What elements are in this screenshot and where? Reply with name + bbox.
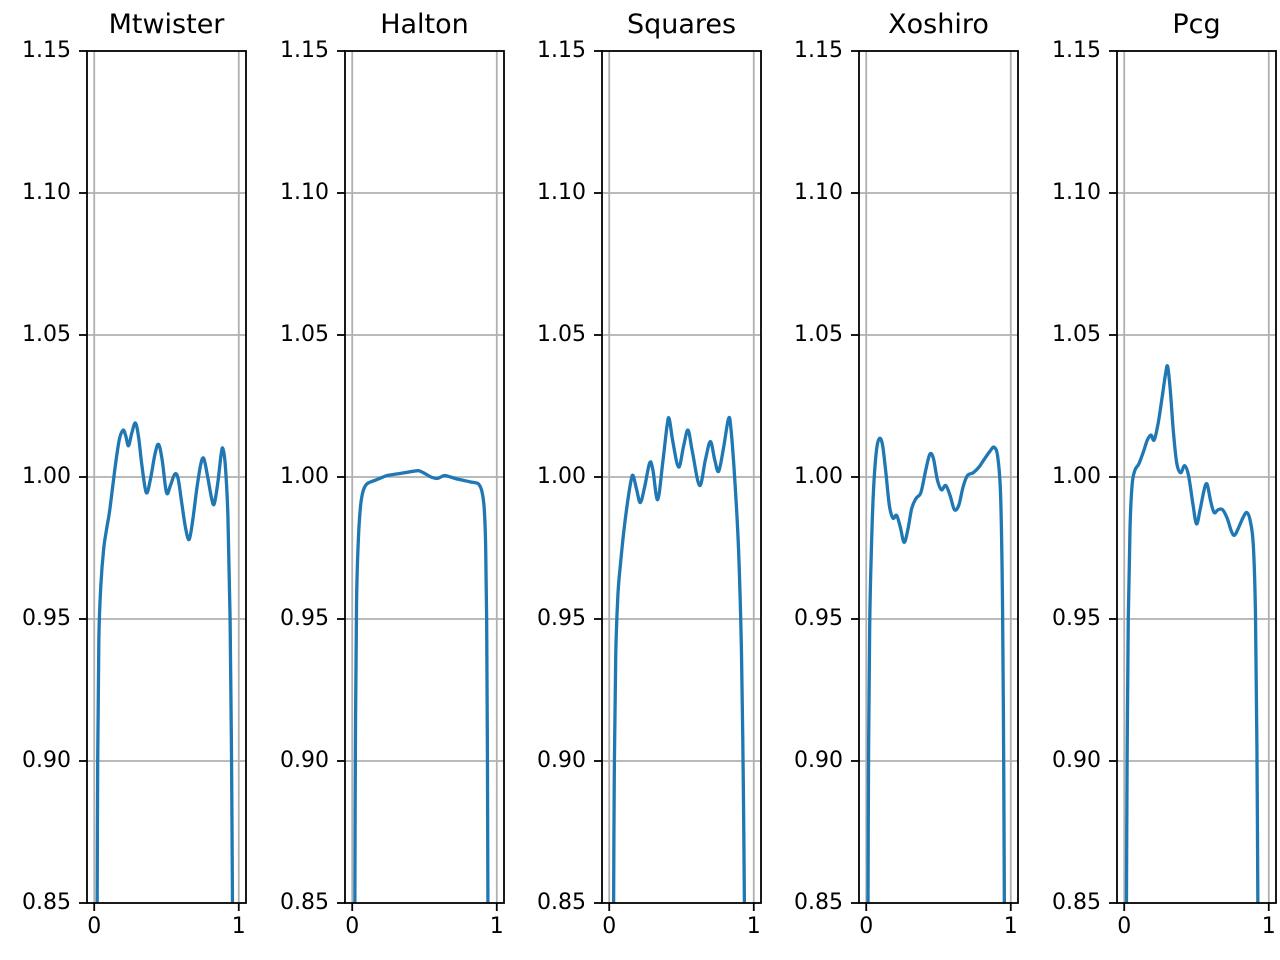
axes-halton: [337, 50, 505, 911]
y-axis-tick-label: 1.15: [537, 38, 586, 63]
x-axis-tick-label: 0: [1117, 914, 1132, 939]
y-axis-tick-label: 0.85: [794, 890, 843, 915]
y-axis-tick-label: 1.00: [794, 464, 843, 489]
y-axis-tick-label: 1.15: [794, 38, 843, 63]
subplot-title-pcg: Pcg: [1172, 9, 1221, 40]
subplot-title-mtwister: Mtwister: [108, 9, 225, 40]
density-curve-pcg: [1124, 364, 1260, 903]
y-axis-tick-label: 0.85: [22, 890, 71, 915]
y-axis-tick-label: 0.85: [537, 890, 586, 915]
y-axis-tick-label: 1.10: [794, 180, 843, 205]
y-axis-tick-label: 1.10: [1052, 180, 1101, 205]
y-axis-tick-label: 1.15: [1052, 38, 1101, 63]
x-axis-tick-label: 1: [489, 914, 504, 939]
x-axis-tick-label: 1: [746, 914, 761, 939]
y-axis-tick-label: 0.90: [1052, 748, 1101, 773]
y-axis-tick-label: 0.95: [537, 606, 586, 631]
axes-xoshiro: [851, 50, 1019, 911]
x-axis-tick-label: 0: [87, 914, 102, 939]
subplot-title-squares: Squares: [626, 9, 737, 40]
y-axis-tick-label: 0.95: [794, 606, 843, 631]
axes-pcg: [1109, 50, 1277, 911]
density-curve-halton: [353, 469, 490, 903]
y-axis-tick-label: 0.85: [1052, 890, 1101, 915]
y-axis-tick-label: 1.10: [537, 180, 586, 205]
subplot-title-halton: Halton: [380, 9, 469, 40]
y-axis-tick-label: 1.05: [280, 322, 329, 347]
subplot-title-xoshiro: Xoshiro: [888, 9, 989, 40]
axes-mtwister: [79, 50, 247, 911]
x-axis-tick-label: 0: [859, 914, 874, 939]
x-axis-tick-label: 1: [1261, 914, 1276, 939]
y-axis-tick-label: 0.90: [537, 748, 586, 773]
y-axis-tick-label: 0.95: [1052, 606, 1101, 631]
y-axis-tick-label: 0.90: [22, 748, 71, 773]
y-axis-tick-label: 1.15: [280, 38, 329, 63]
density-curve-xoshiro: [866, 436, 1006, 903]
y-axis-tick-label: 1.00: [22, 464, 71, 489]
y-axis-tick-label: 1.05: [1052, 322, 1101, 347]
x-axis-tick-label: 1: [231, 914, 246, 939]
y-axis-tick-label: 0.85: [280, 890, 329, 915]
y-axis-tick-label: 1.10: [280, 180, 329, 205]
x-axis-tick-label: 1: [1003, 914, 1018, 939]
x-axis-tick-label: 0: [602, 914, 617, 939]
density-curve-mtwister: [95, 421, 235, 903]
y-axis-tick-label: 0.90: [280, 748, 329, 773]
y-axis-tick-label: 0.90: [794, 748, 843, 773]
y-axis-tick-label: 1.00: [1052, 464, 1101, 489]
axes-squares: [594, 50, 762, 911]
y-axis-tick-label: 1.05: [794, 322, 843, 347]
y-axis-tick-label: 1.00: [537, 464, 586, 489]
x-axis-tick-label: 0: [345, 914, 360, 939]
y-axis-tick-label: 1.05: [22, 322, 71, 347]
y-axis-tick-label: 0.95: [280, 606, 329, 631]
y-axis-tick-label: 1.00: [280, 464, 329, 489]
y-axis-tick-label: 1.15: [22, 38, 71, 63]
y-axis-tick-label: 0.95: [22, 606, 71, 631]
y-axis-tick-label: 1.10: [22, 180, 71, 205]
y-axis-tick-label: 1.05: [537, 322, 586, 347]
density-curve-squares: [611, 415, 747, 903]
